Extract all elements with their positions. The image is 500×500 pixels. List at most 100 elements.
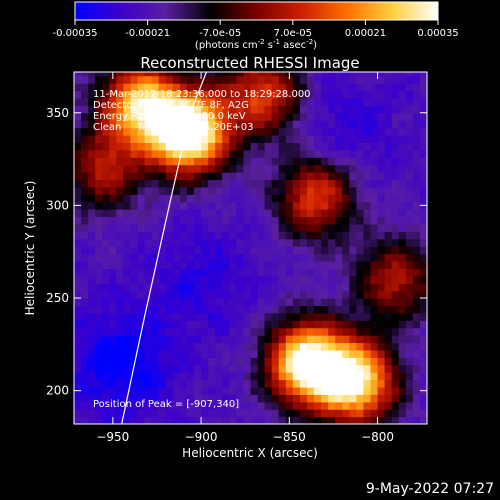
heatmap-cell bbox=[222, 320, 230, 329]
heatmap-cell bbox=[130, 179, 139, 188]
heatmap-cell bbox=[321, 335, 329, 344]
heatmap-cell bbox=[328, 105, 336, 114]
heatmap-cell bbox=[356, 149, 365, 158]
heatmap-cell bbox=[328, 127, 336, 136]
heatmap-cell bbox=[384, 127, 393, 136]
heatmap-cell bbox=[222, 157, 230, 166]
heatmap-cell bbox=[278, 186, 287, 195]
heatmap-cell bbox=[271, 305, 280, 314]
heatmap-cell bbox=[292, 372, 301, 381]
heatmap-cell bbox=[356, 275, 365, 284]
heatmap-cell bbox=[299, 172, 308, 181]
y-tick-label: 300 bbox=[46, 198, 69, 212]
heatmap-cell bbox=[81, 201, 89, 210]
heatmap-cell bbox=[179, 290, 188, 299]
heatmap-cell bbox=[88, 149, 96, 158]
heatmap-cell bbox=[398, 90, 407, 99]
heatmap-cell bbox=[321, 312, 329, 321]
heatmap-cell bbox=[137, 231, 146, 240]
heatmap-cell bbox=[201, 83, 209, 92]
heatmap-cell bbox=[250, 335, 259, 344]
heatmap-cell bbox=[109, 223, 117, 232]
heatmap-cell bbox=[384, 75, 393, 84]
heatmap-cell bbox=[130, 320, 139, 329]
heatmap-cell bbox=[285, 312, 294, 321]
heatmap-cell bbox=[172, 275, 181, 284]
heatmap-cell bbox=[229, 246, 237, 255]
colorbar bbox=[74, 1, 439, 21]
heatmap-cell bbox=[88, 268, 96, 277]
heatmap-cell bbox=[419, 97, 427, 106]
heatmap-cell bbox=[243, 342, 252, 351]
heatmap-cell bbox=[236, 409, 245, 418]
heatmap-cell bbox=[243, 186, 252, 195]
heatmap-cell bbox=[81, 298, 89, 307]
heatmap-cell bbox=[398, 283, 407, 292]
heatmap-cell bbox=[342, 298, 350, 307]
heatmap-cell bbox=[306, 194, 315, 203]
heatmap-cell bbox=[81, 357, 89, 366]
heatmap-cell bbox=[222, 149, 230, 158]
heatmap-cell bbox=[208, 120, 216, 129]
heatmap-cell bbox=[194, 112, 202, 121]
heatmap-cell bbox=[250, 72, 259, 77]
heatmap-cell bbox=[412, 142, 421, 151]
heatmap-cell bbox=[95, 290, 103, 299]
heatmap-cell bbox=[391, 186, 400, 195]
heatmap-cell bbox=[271, 120, 280, 129]
heatmap-cell bbox=[335, 142, 343, 151]
heatmap-cell bbox=[74, 164, 82, 173]
heatmap-cell bbox=[278, 90, 287, 99]
heatmap-cell bbox=[130, 349, 139, 358]
heatmap-cell bbox=[405, 90, 414, 99]
heatmap-cell bbox=[292, 394, 301, 403]
heatmap-cell bbox=[398, 253, 407, 262]
heatmap-cell bbox=[412, 394, 421, 403]
heatmap-cell bbox=[194, 157, 202, 166]
heatmap-cell bbox=[179, 268, 188, 277]
heatmap-cell bbox=[335, 394, 343, 403]
heatmap-cell bbox=[349, 186, 357, 195]
heatmap-cell bbox=[250, 260, 259, 269]
heatmap-cell bbox=[158, 246, 167, 255]
heatmap-cell bbox=[123, 127, 132, 136]
heatmap-cell bbox=[419, 127, 427, 136]
heatmap-cell bbox=[208, 201, 216, 210]
heatmap-cell bbox=[215, 372, 223, 381]
heatmap-cell bbox=[179, 231, 188, 240]
heatmap-cell bbox=[306, 386, 315, 395]
heatmap-cell bbox=[398, 149, 407, 158]
heatmap-cell bbox=[271, 349, 280, 358]
heatmap-cell bbox=[222, 172, 230, 181]
heatmap-cell bbox=[384, 164, 393, 173]
heatmap-cell bbox=[405, 305, 414, 314]
heatmap-cell bbox=[81, 97, 89, 106]
heatmap-cell bbox=[285, 149, 294, 158]
heatmap-cell bbox=[186, 260, 195, 269]
heatmap-cell bbox=[278, 72, 287, 77]
heatmap-cell bbox=[130, 72, 139, 77]
heatmap-cell bbox=[151, 394, 160, 403]
heatmap-cell bbox=[229, 216, 237, 225]
heatmap-cell bbox=[250, 186, 259, 195]
heatmap-cell bbox=[236, 268, 245, 277]
heatmap-cell bbox=[201, 75, 209, 84]
heatmap-cell bbox=[292, 379, 301, 388]
heatmap-cell bbox=[229, 194, 237, 203]
heatmap-cell bbox=[314, 364, 322, 373]
heatmap-cell bbox=[88, 238, 96, 247]
heatmap-cell bbox=[130, 401, 139, 410]
heatmap-cell bbox=[208, 105, 216, 114]
heatmap-cell bbox=[292, 134, 301, 143]
heatmap-cell bbox=[123, 379, 132, 388]
heatmap-cell bbox=[95, 275, 103, 284]
heatmap-cell bbox=[229, 112, 237, 121]
heatmap-cell bbox=[172, 364, 181, 373]
heatmap-cell bbox=[405, 238, 414, 247]
heatmap-cell bbox=[257, 283, 266, 292]
heatmap-cell bbox=[144, 83, 153, 92]
heatmap-cell bbox=[102, 312, 110, 321]
heatmap-cell bbox=[370, 320, 379, 329]
heatmap-cell bbox=[271, 394, 280, 403]
heatmap-cell bbox=[201, 268, 209, 277]
